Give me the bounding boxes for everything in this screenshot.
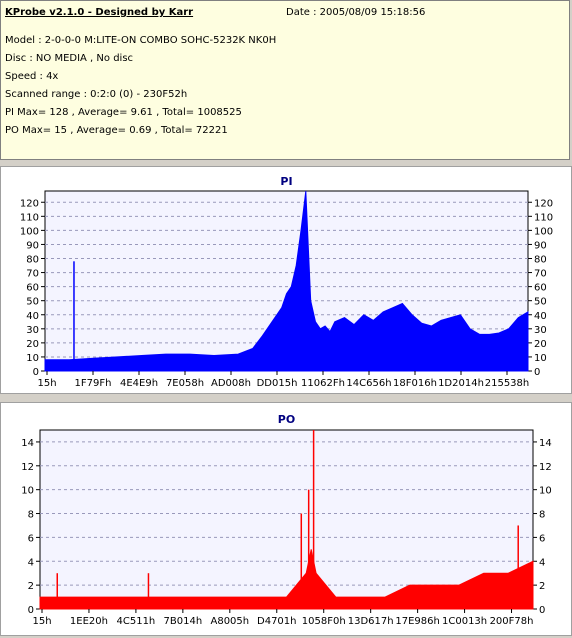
chart-title: PO [278,413,295,426]
y-tick-label: 0 [28,605,34,616]
scan-date: Date : 2005/08/09 15:18:56 [286,7,426,18]
x-tick-label: 7B014h [164,616,203,627]
y-tick-label-right: 8 [539,510,545,521]
y-tick-label-right: 60 [534,283,547,294]
speed-line: Speed : 4x [5,71,59,82]
x-tick-label: 1F79Fh [75,378,112,389]
x-tick-label: 13D617h [348,616,394,627]
y-tick-label-right: 100 [534,226,553,237]
y-tick-label: 110 [20,212,39,223]
y-tick-label-right: 50 [534,297,547,308]
x-tick-label: 18F016h [393,378,437,389]
model-line: Model : 2-0-0-0 M:LITE-ON COMBO SOHC-523… [5,35,277,46]
y-tick-label: 10 [21,486,34,497]
y-tick-label-right: 0 [534,367,540,378]
po-chart: PO 0 0 2 2 4 4 6 6 8 8 10 10 12 12 14 14 15h 1EE20h 4C511h 7… [21,413,552,627]
info-panel: KProbe v2.1.0 - Designed by Karr Date : … [0,0,570,160]
pi-chart: PI 0 0 10 10 20 20 30 30 40 40 50 50 60 60 70 70 80 80 90 90… [20,175,553,389]
x-tick-label: 1EE20h [70,616,108,627]
y-tick-label-right: 10 [534,353,547,364]
x-tick-label: DD015h [257,378,298,389]
pi-stats-line: PI Max= 128 , Average= 9.61 , Total= 100… [5,107,242,118]
y-tick-label-right: 30 [534,325,547,336]
x-tick-label: AD008h [211,378,251,389]
y-tick-label-right: 80 [534,255,547,266]
x-tick-label: 17E986h [395,616,439,627]
y-tick-label: 6 [28,533,34,544]
chart-title: PI [280,175,292,188]
x-tick-label: 7E058h [166,378,204,389]
y-tick-label-right: 90 [534,240,547,251]
x-tick-label: 15h [37,378,56,389]
y-tick-label: 50 [26,297,39,308]
disc-line: Disc : NO MEDIA , No disc [5,53,134,64]
y-tick-label-right: 4 [539,557,545,568]
y-tick-label-right: 6 [539,533,545,544]
y-tick-label-right: 2 [539,581,545,592]
app-title: KProbe v2.1.0 - Designed by Karr [5,7,194,18]
y-tick-label-right: 40 [534,311,547,322]
y-tick-label: 10 [26,353,39,364]
x-tick-label: 1058F0h [302,616,346,627]
plot-area [39,429,534,610]
data-area [39,549,534,610]
y-tick-label-right: 20 [534,339,547,350]
po-chart-panel: PO 0 0 2 2 4 4 6 6 8 8 10 10 12 12 14 14 15h 1EE20h 4C511h 7… [0,402,572,636]
y-tick-label: 80 [26,255,39,266]
y-tick-label: 60 [26,283,39,294]
x-tick-label: 4E4E9h [120,378,158,389]
y-tick-label: 14 [21,438,34,449]
y-tick-label: 12 [21,462,34,473]
data-area [44,190,529,372]
y-tick-label: 120 [20,198,39,209]
x-tick-label: D4701h [257,616,297,627]
pi-chart-panel: PI 0 0 10 10 20 20 30 30 40 40 50 50 60 60 70 70 80 80 90 90… [0,166,572,394]
y-tick-label-right: 120 [534,198,553,209]
x-tick-label: 200F78h [490,616,534,627]
y-tick-label-right: 10 [539,486,552,497]
y-tick-label: 0 [33,367,39,378]
y-tick-label: 20 [26,339,39,350]
y-tick-label: 8 [28,510,34,521]
y-tick-label: 90 [26,240,39,251]
y-tick-label: 40 [26,311,39,322]
y-tick-label-right: 12 [539,462,552,473]
x-tick-label: 11062Fh [301,378,345,389]
x-tick-label: 4C511h [117,616,156,627]
y-tick-label: 30 [26,325,39,336]
x-tick-label: 15h [32,616,51,627]
x-tick-label: 14C656h [346,378,391,389]
y-tick-label: 70 [26,269,39,280]
x-tick-label: 215538h [485,378,530,389]
range-line: Scanned range : 0:2:0 (0) - 230F52h [5,89,188,100]
x-tick-label: 1D2014h [438,378,484,389]
x-tick-label: 1C0013h [442,616,487,627]
y-tick-label-right: 14 [539,438,552,449]
po-stats-line: PO Max= 15 , Average= 0.69 , Total= 7222… [5,125,228,136]
y-tick-label: 100 [20,226,39,237]
y-tick-label-right: 70 [534,269,547,280]
x-tick-label: A8005h [210,616,249,627]
y-tick-label-right: 110 [534,212,553,223]
y-tick-label: 2 [28,581,34,592]
y-tick-label-right: 0 [539,605,545,616]
y-tick-label: 4 [28,557,34,568]
